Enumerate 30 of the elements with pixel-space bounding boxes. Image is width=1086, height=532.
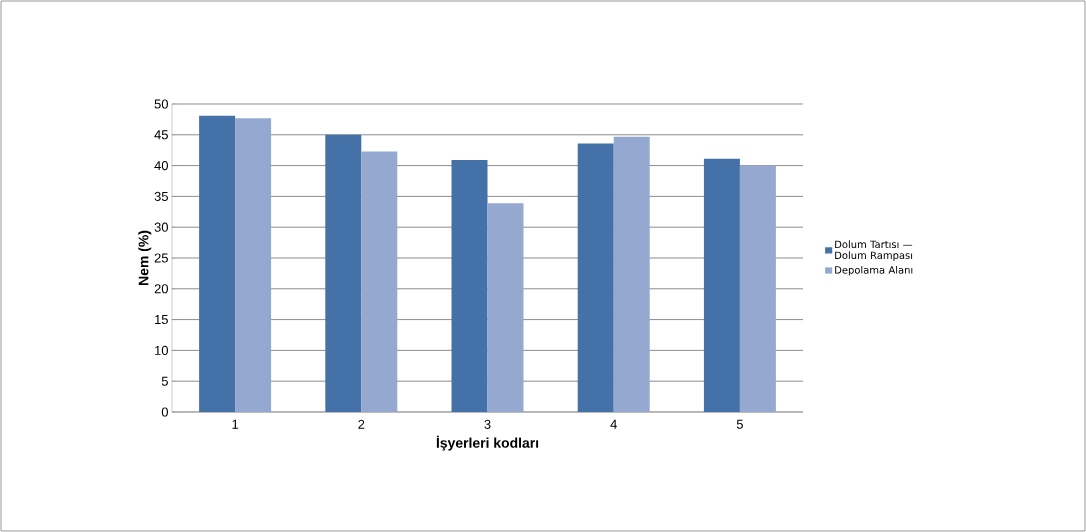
x-axis-title: İşyerleri kodları — [436, 435, 539, 451]
y-tick-label: 25 — [154, 253, 168, 263]
legend-label: Dolum Tartısı — Dolum Rampası — [835, 240, 913, 261]
y-tick-label: 30 — [154, 222, 168, 232]
bar — [451, 160, 488, 412]
bar — [325, 134, 362, 412]
y-tick-label: 20 — [154, 284, 168, 294]
x-tick-label: 1 — [232, 419, 239, 429]
x-tick-label: 4 — [610, 419, 617, 429]
y-tick-label: 10 — [155, 345, 168, 355]
bar — [235, 118, 272, 412]
y-tick-label: 35 — [154, 191, 168, 201]
bar — [199, 115, 236, 412]
bar — [613, 136, 650, 412]
x-tick-label: 5 — [736, 419, 743, 429]
y-tick-label: 45 — [154, 130, 168, 140]
bar — [361, 151, 398, 412]
y-tick-label: 15 — [155, 315, 168, 325]
y-tick-label: 0 — [161, 407, 168, 417]
bar — [739, 165, 776, 412]
x-tick-label: 3 — [484, 419, 491, 429]
legend-label: Depolama Alanı — [835, 265, 913, 276]
y-tick-label: 50 — [154, 99, 168, 109]
bar — [487, 203, 524, 412]
bar — [703, 158, 740, 412]
x-tick-label: 2 — [358, 419, 365, 429]
bar — [577, 143, 614, 412]
y-axis-title: Nem (%) — [138, 230, 152, 285]
y-tick-label: 5 — [161, 376, 168, 386]
y-tick-label: 40 — [154, 161, 168, 171]
